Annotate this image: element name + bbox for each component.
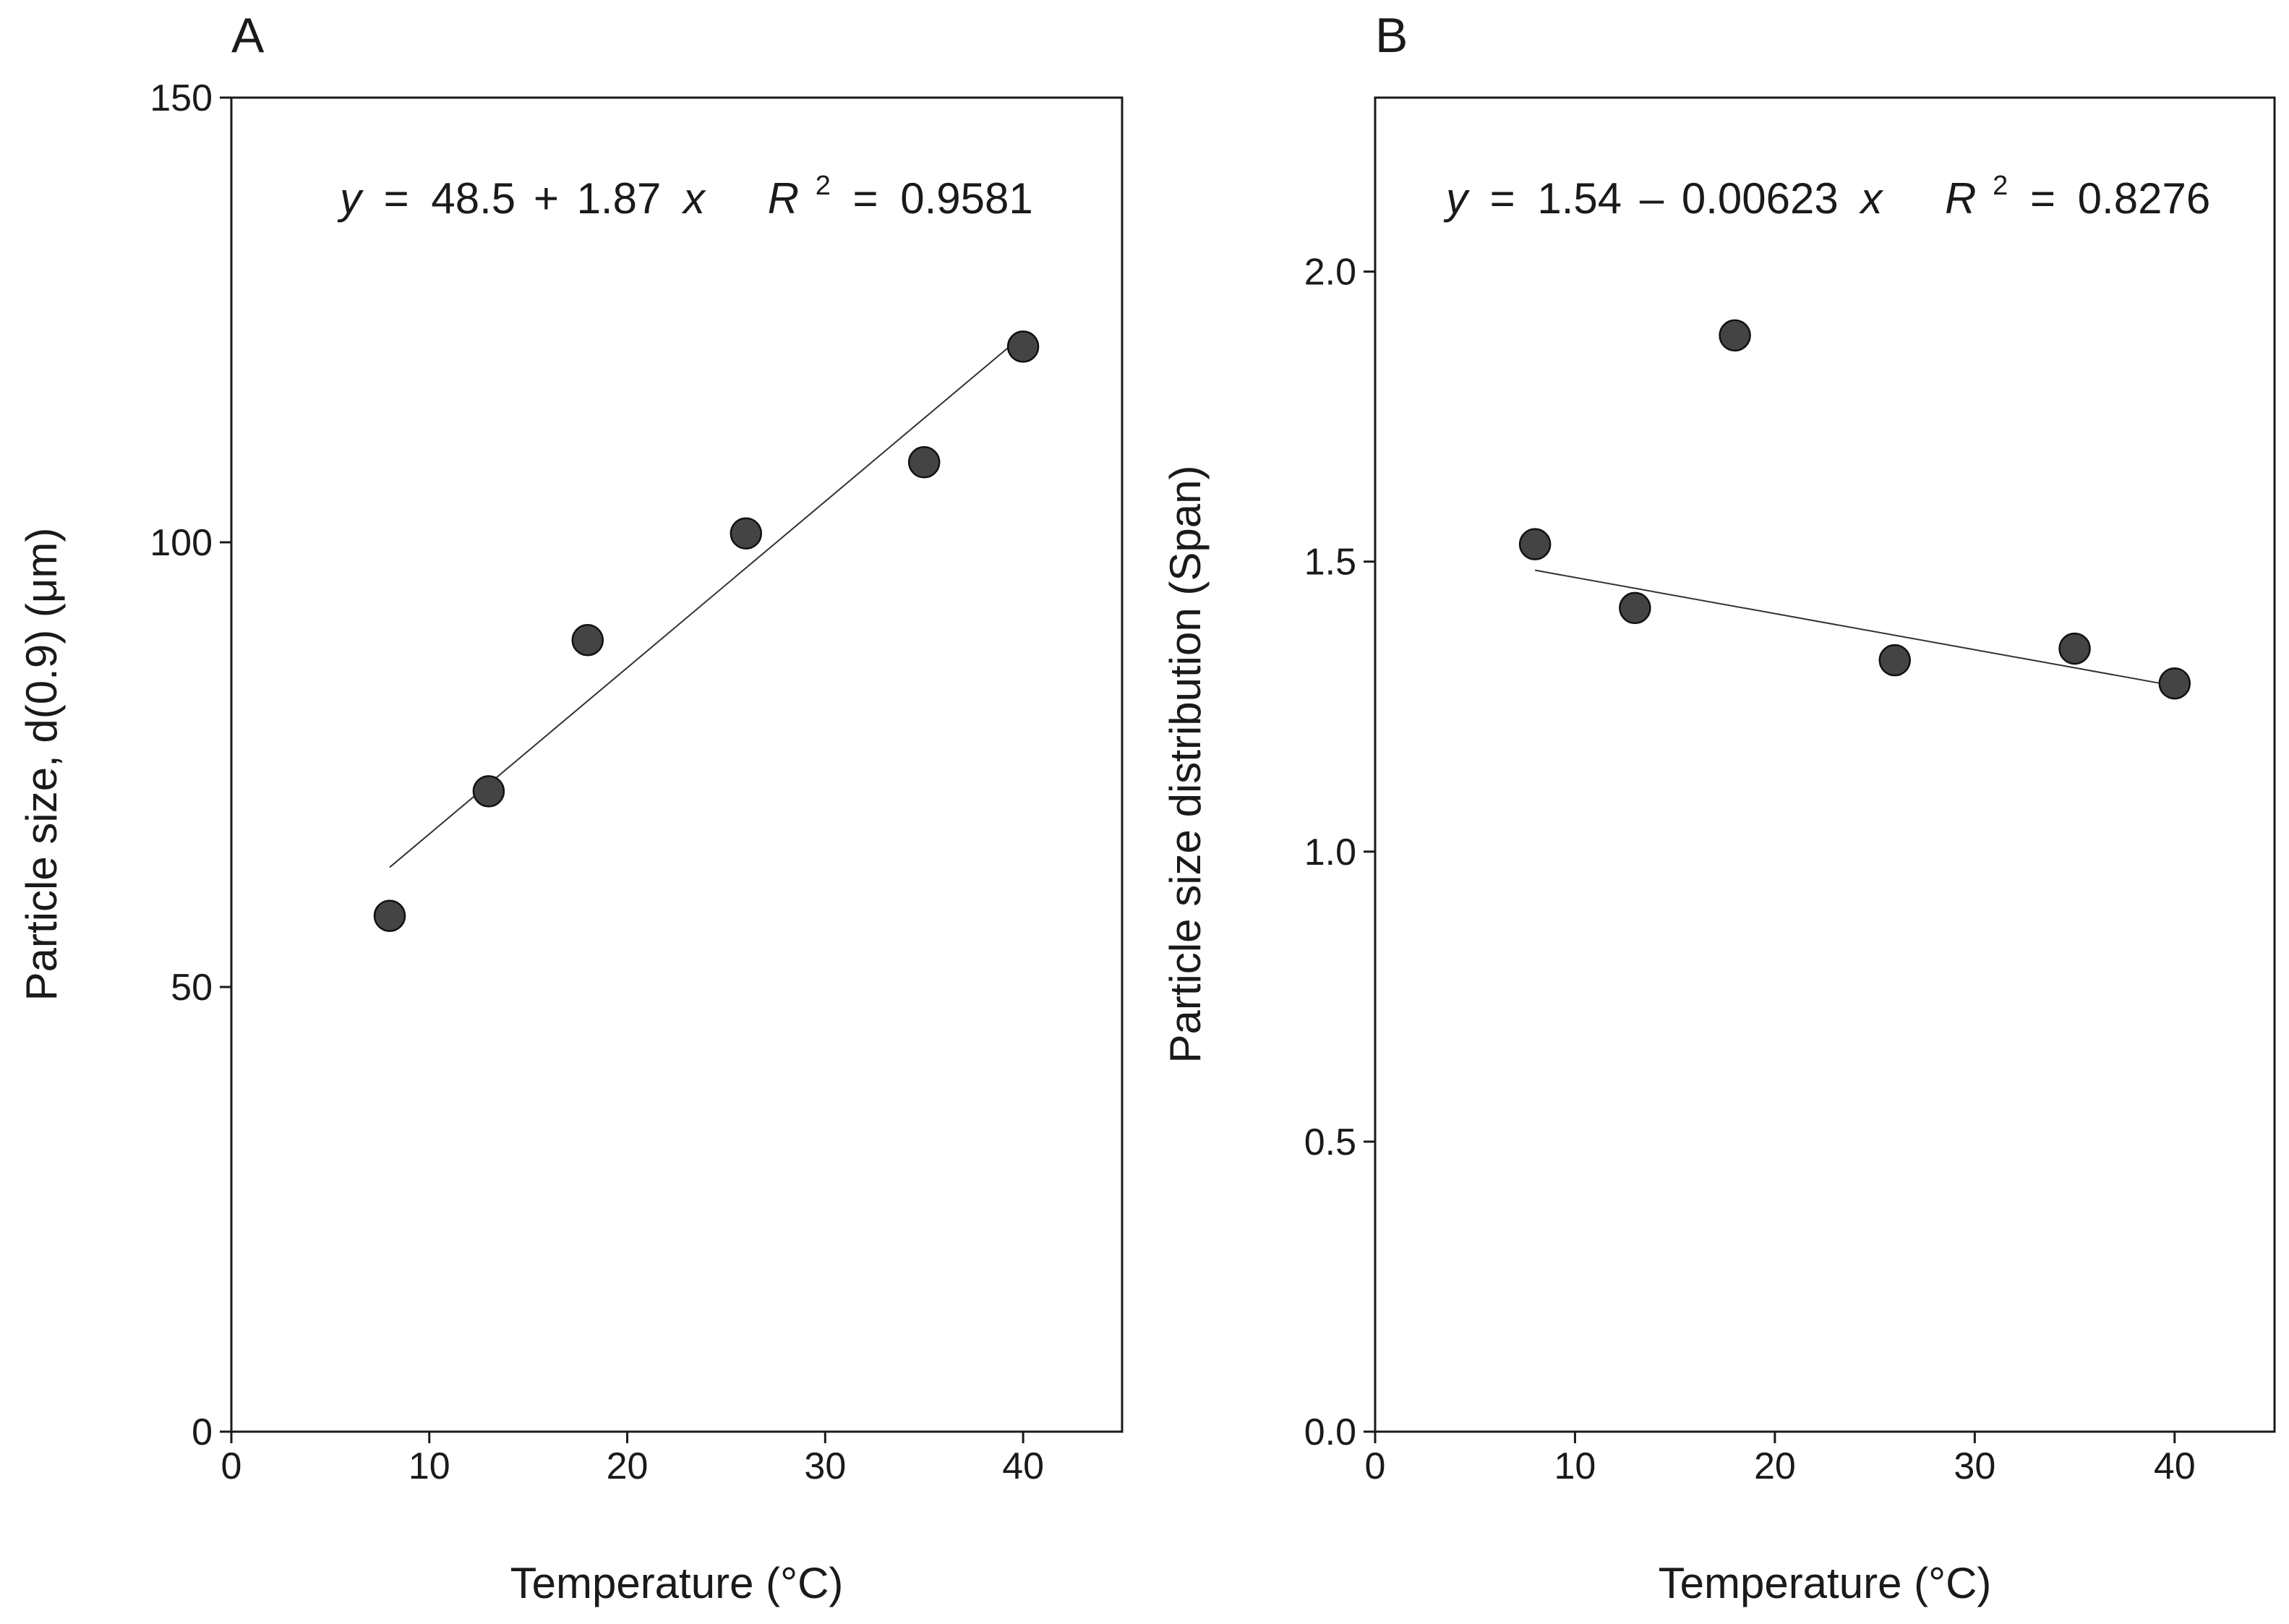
panel-b: B 0 10 20 30 40 0.0 0.5 1.0 1.5 2.0 y = 1.54 – 0.… (1161, 8, 2276, 1607)
panel-a-y-tick-label: 50 (171, 967, 213, 1009)
panel-a-x-tick-label: 20 (607, 1445, 649, 1487)
panel-a-x-tick-label: 10 (408, 1445, 450, 1487)
panel-a-data-point (373, 899, 406, 932)
panel-b-equation: y = 1.54 – 0.00623 x R 2 = 0.8276 (1443, 155, 2210, 223)
panel-b-y-axis-title: Particle size distribution (Span) (1161, 465, 1210, 1063)
panel-b-y-tick-label: 1.5 (1304, 542, 1356, 584)
panel-b-y-tick-label: 0.5 (1304, 1121, 1356, 1163)
panel-a-y-tick-label: 0 (192, 1411, 213, 1453)
panel-a-plot-frame (230, 96, 1124, 1433)
panel-a-x-tick-label: 30 (804, 1445, 846, 1487)
panel-b-data-point (1619, 591, 1651, 625)
panel-b-y-tick-label: 2.0 (1304, 252, 1356, 294)
panel-b-x-axis-title: Temperature (°C) (1659, 1559, 1992, 1607)
panel-b-data-point (2058, 632, 2091, 665)
panel-a: A 0 10 20 30 40 0 50 100 150 y = 48.5 + 1.87 x R… (17, 8, 1124, 1607)
panel-a-x-tick-label: 40 (1002, 1445, 1044, 1487)
panel-b-regression-line (1534, 569, 2175, 687)
panel-b-data-point (1518, 528, 1552, 560)
panel-a-y-tick-label: 100 (150, 522, 213, 564)
panel-a-x-axis-title: Temperature (°C) (510, 1559, 844, 1607)
panel-a-data-point (907, 446, 941, 479)
panel-a-data-point (1006, 330, 1040, 363)
panel-b-x-tick-label: 40 (2154, 1445, 2196, 1487)
panel-a-y-tick-label: 150 (150, 77, 213, 119)
panel-b-marks: 0 10 20 30 40 0.0 0.5 1.0 1.5 2.0 (1304, 252, 2196, 1487)
panel-b-plot-frame (1374, 96, 2276, 1433)
panel-b-letter: B (1375, 8, 1408, 63)
panel-a-x-tick-label: 0 (221, 1445, 242, 1487)
panel-a-y-axis-title: Particle size, d(0.9) (μm) (17, 528, 66, 1001)
panel-a-marks: 0 10 20 30 40 0 50 100 150 (150, 77, 1044, 1487)
panel-b-y-tick-label: 0.0 (1304, 1411, 1356, 1453)
panel-b-x-tick-label: 0 (1365, 1445, 1386, 1487)
panel-b-x-tick-label: 20 (1754, 1445, 1796, 1487)
panel-a-equation: y = 48.5 + 1.87 x R 2 = 0.9581 (337, 155, 1033, 223)
panel-b-x-tick-label: 10 (1554, 1445, 1596, 1487)
panel-a-letter: A (231, 8, 265, 63)
panel-a-data-point (730, 517, 763, 550)
panel-b-x-tick-label: 30 (1954, 1445, 1995, 1487)
panel-a-data-point (472, 775, 505, 808)
panel-b-y-tick-label: 1.0 (1304, 832, 1356, 873)
panel-b-data-point (1719, 319, 1751, 352)
panel-b-data-point (1878, 644, 1912, 677)
panel-a-data-point (571, 624, 604, 657)
panel-b-data-point (2158, 667, 2191, 700)
